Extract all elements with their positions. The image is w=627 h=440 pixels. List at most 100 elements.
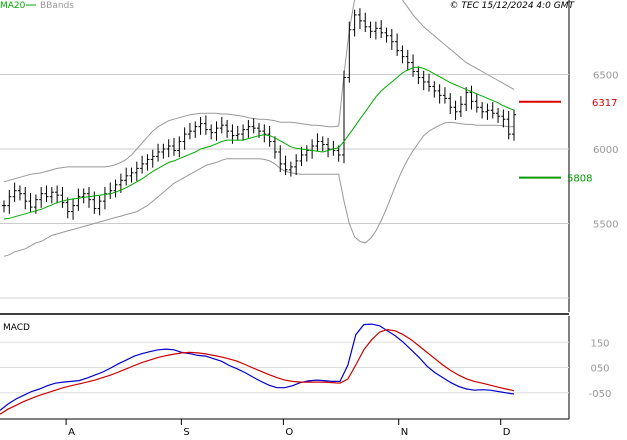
price-bar	[421, 70, 426, 91]
price-bar	[150, 149, 155, 168]
price-bar	[278, 145, 283, 173]
x-tick-label: O	[285, 427, 293, 438]
price-bar	[464, 87, 469, 112]
price-bar	[267, 125, 272, 147]
price-y-tick-label: 5500	[593, 220, 618, 231]
price-bar	[193, 121, 198, 138]
price-levels: 6317 5808	[519, 98, 617, 185]
macd-y-ticks: 150 050 -050	[589, 338, 612, 400]
price-bar	[485, 103, 490, 120]
price-bar	[12, 182, 17, 202]
price-bar	[209, 124, 214, 140]
legend-bbands: BBands	[40, 1, 74, 11]
price-bar	[17, 185, 22, 201]
price-bar	[474, 93, 479, 113]
price-bar	[442, 87, 447, 104]
price-bar	[501, 109, 506, 128]
price-bar	[166, 139, 171, 158]
price-bar	[490, 102, 495, 119]
price-bar	[357, 8, 362, 30]
price-bar	[7, 189, 12, 214]
price-bar	[172, 137, 176, 156]
price-bar	[187, 122, 192, 140]
price-bar	[416, 66, 421, 85]
price-bar	[71, 198, 76, 220]
price-bar	[373, 21, 378, 40]
price-bar	[113, 179, 118, 198]
price-bar	[389, 29, 394, 50]
price-bar	[453, 100, 458, 120]
price-bar	[177, 136, 182, 158]
price-bar	[182, 127, 187, 150]
price-bar	[145, 154, 150, 171]
price-bar	[124, 167, 129, 186]
price-bar	[448, 93, 453, 114]
price-bar	[81, 188, 86, 204]
x-tick-label: N	[401, 427, 408, 438]
price-bar	[39, 186, 44, 208]
macd-y-tick-label: 050	[590, 364, 609, 375]
price-bar	[427, 73, 431, 92]
bband-lower-line	[3, 121, 514, 257]
price-y-ticks: 6500 6000 5500	[593, 71, 618, 231]
macd-y-tick-label: -050	[589, 389, 612, 400]
price-bar	[437, 84, 442, 104]
price-bar	[347, 21, 352, 83]
legend-ma20: MA20	[0, 1, 26, 11]
price-level-label: 5808	[567, 174, 592, 185]
price-bar	[225, 119, 230, 138]
price-bar	[469, 85, 474, 110]
macd-gridlines	[0, 341, 569, 394]
price-bar	[49, 186, 54, 204]
price-bar	[315, 133, 320, 152]
price-bar	[326, 137, 331, 158]
price-bar	[161, 143, 166, 159]
macd-lines	[0, 323, 515, 415]
price-bar	[134, 161, 139, 182]
price-bar	[272, 136, 277, 159]
price-bar	[203, 115, 208, 135]
price-bar	[506, 111, 511, 140]
ma20-line-group	[3, 66, 515, 220]
price-bar	[400, 45, 405, 64]
price-bar	[55, 185, 60, 204]
price-bar	[320, 136, 325, 152]
price-bar	[432, 81, 437, 98]
macd-y-tick-label: 150	[590, 338, 609, 349]
price-y-tick-label: 6500	[593, 71, 618, 82]
bollinger-bands	[3, 0, 515, 257]
price-panel	[0, 0, 569, 312]
price-bar	[304, 145, 309, 162]
price-bar	[512, 109, 516, 141]
price-bar	[458, 96, 463, 117]
price-bar	[214, 121, 219, 141]
price-bar	[262, 124, 267, 143]
price-bar	[198, 116, 203, 135]
price-bar	[405, 49, 410, 71]
price-bar	[235, 125, 240, 141]
price-bar	[368, 21, 373, 38]
price-bar	[246, 119, 251, 138]
price-bar	[92, 191, 97, 214]
price-bar	[140, 155, 145, 174]
x-tick-label: D	[503, 427, 511, 438]
price-bar	[97, 195, 102, 216]
macd-signal-line	[0, 328, 515, 415]
price-bar	[342, 70, 346, 164]
bband-upper-line	[3, 0, 515, 183]
price-level-label: 6317	[592, 98, 617, 109]
macd-title: MACD	[3, 323, 30, 333]
x-tick-label: A	[68, 427, 75, 438]
price-bar	[156, 143, 161, 162]
price-bar	[411, 54, 416, 77]
price-bar	[299, 146, 304, 167]
price-bar	[76, 188, 81, 211]
price-bar	[480, 102, 485, 119]
chart-credit: © TEC 15/12/2024 4:0 GMT	[449, 1, 575, 11]
price-bar	[379, 20, 384, 38]
price-bars	[2, 8, 516, 220]
price-y-tick-label: 6000	[593, 145, 618, 156]
price-bar	[363, 12, 368, 33]
